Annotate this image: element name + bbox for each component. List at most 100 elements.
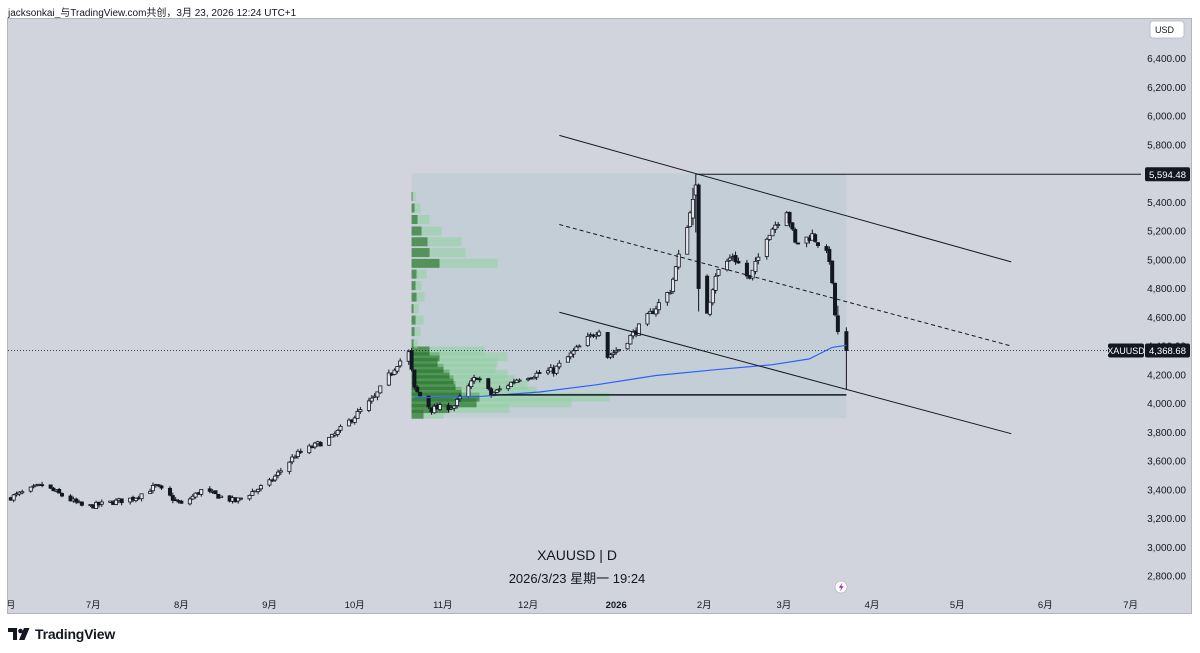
price-axis[interactable]: [1141, 19, 1192, 614]
candle-down[interactable]: [74, 498, 79, 503]
candle-up[interactable]: [11, 494, 16, 501]
candle-up[interactable]: [690, 198, 695, 219]
candle-down[interactable]: [79, 501, 84, 506]
candle-down[interactable]: [813, 234, 818, 242]
candle-up[interactable]: [585, 335, 590, 347]
candle-up[interactable]: [99, 501, 104, 505]
candle-up[interactable]: [219, 495, 224, 498]
candle-down[interactable]: [705, 275, 710, 314]
candle-down[interactable]: [68, 495, 73, 502]
candle-up[interactable]: [369, 397, 374, 402]
candle-down[interactable]: [537, 372, 542, 374]
candle-up[interactable]: [278, 470, 283, 473]
candle-up[interactable]: [113, 499, 118, 505]
candle-down[interactable]: [787, 211, 792, 224]
candle-up[interactable]: [28, 486, 33, 492]
candle-up[interactable]: [307, 445, 312, 454]
candle-up[interactable]: [133, 497, 138, 502]
candle-up[interactable]: [290, 456, 295, 463]
candle-down[interactable]: [298, 450, 303, 453]
lightning-icon[interactable]: [834, 580, 848, 594]
candle-up[interactable]: [469, 380, 474, 388]
candle-up[interactable]: [725, 260, 730, 271]
candle-down[interactable]: [412, 369, 417, 388]
candle-down[interactable]: [159, 485, 164, 489]
candle-up[interactable]: [764, 238, 769, 257]
candle-up[interactable]: [676, 253, 681, 268]
candle-up[interactable]: [565, 356, 570, 363]
candle-up[interactable]: [568, 352, 573, 358]
candle-down[interactable]: [830, 260, 835, 284]
candle-up[interactable]: [258, 485, 263, 490]
candle-up[interactable]: [577, 345, 582, 348]
candle-up[interactable]: [148, 490, 153, 494]
candle-up[interactable]: [636, 323, 641, 336]
candle-down[interactable]: [844, 331, 849, 351]
candle-up[interactable]: [497, 388, 502, 391]
candle-down[interactable]: [318, 442, 323, 447]
candle-down[interactable]: [170, 495, 175, 501]
candle-down[interactable]: [733, 255, 738, 263]
candle-down[interactable]: [207, 488, 212, 492]
candle-up[interactable]: [312, 442, 317, 448]
candle-down[interactable]: [426, 395, 431, 408]
candle-up[interactable]: [574, 346, 579, 351]
candle-up[interactable]: [685, 227, 690, 255]
currency-selector[interactable]: USD: [1149, 20, 1185, 39]
price-chart[interactable]: XAUUSD | D 2026/3/23 星期一 19:24 2,800.00 3,0…: [8, 19, 1192, 614]
candle-up[interactable]: [193, 492, 198, 498]
candle-up[interactable]: [466, 385, 471, 397]
candle-down[interactable]: [415, 386, 420, 392]
candle-down[interactable]: [270, 479, 275, 482]
candle-up[interactable]: [645, 313, 650, 325]
candle-down[interactable]: [409, 350, 414, 370]
candle-up[interactable]: [437, 404, 442, 411]
candle-up[interactable]: [665, 292, 670, 303]
candle-down[interactable]: [48, 484, 53, 489]
candle-up[interactable]: [668, 292, 673, 295]
candle-up[interactable]: [571, 350, 576, 355]
candle-down[interactable]: [824, 246, 829, 251]
candle-down[interactable]: [40, 484, 45, 487]
candle-up[interactable]: [293, 456, 298, 459]
candle-up[interactable]: [494, 389, 499, 393]
candle-down[interactable]: [57, 489, 62, 494]
candle-up[interactable]: [554, 365, 559, 374]
candle-up[interactable]: [625, 342, 630, 350]
candle-up[interactable]: [247, 494, 252, 500]
candle-up[interactable]: [256, 488, 261, 492]
candle-up[interactable]: [628, 334, 633, 345]
candle-up[interactable]: [398, 360, 403, 367]
candle-down[interactable]: [793, 229, 798, 243]
candles[interactable]: [8, 174, 849, 509]
candle-down[interactable]: [477, 378, 482, 381]
candle-up[interactable]: [597, 331, 602, 336]
time-axis[interactable]: [8, 597, 1192, 614]
candle-up[interactable]: [707, 301, 712, 315]
candle-up[interactable]: [716, 269, 721, 276]
channel-middle-line[interactable]: [559, 224, 1012, 347]
candle-up[interactable]: [267, 479, 272, 486]
candle-up[interactable]: [773, 224, 778, 230]
candle-up[interactable]: [432, 405, 437, 414]
candle-up[interactable]: [713, 275, 718, 291]
candle-up[interactable]: [545, 370, 550, 374]
candle-up[interactable]: [608, 354, 613, 358]
candle-down[interactable]: [156, 484, 161, 487]
candle-down[interactable]: [744, 262, 749, 277]
channel-lower-line[interactable]: [559, 311, 1012, 435]
candle-up[interactable]: [727, 257, 732, 261]
candle-down[interactable]: [119, 498, 124, 504]
candle-up[interactable]: [767, 234, 772, 240]
candle-up[interactable]: [187, 498, 192, 505]
candle-up[interactable]: [673, 266, 678, 281]
candle-up[interactable]: [378, 385, 383, 394]
candle-down[interactable]: [213, 490, 218, 495]
candle-up[interactable]: [20, 491, 25, 494]
candle-up[interactable]: [671, 278, 676, 292]
candle-up[interactable]: [756, 256, 761, 261]
candle-up[interactable]: [352, 417, 357, 423]
candle-up[interactable]: [347, 419, 352, 427]
candle-up[interactable]: [392, 369, 397, 375]
candle-up[interactable]: [335, 429, 340, 435]
